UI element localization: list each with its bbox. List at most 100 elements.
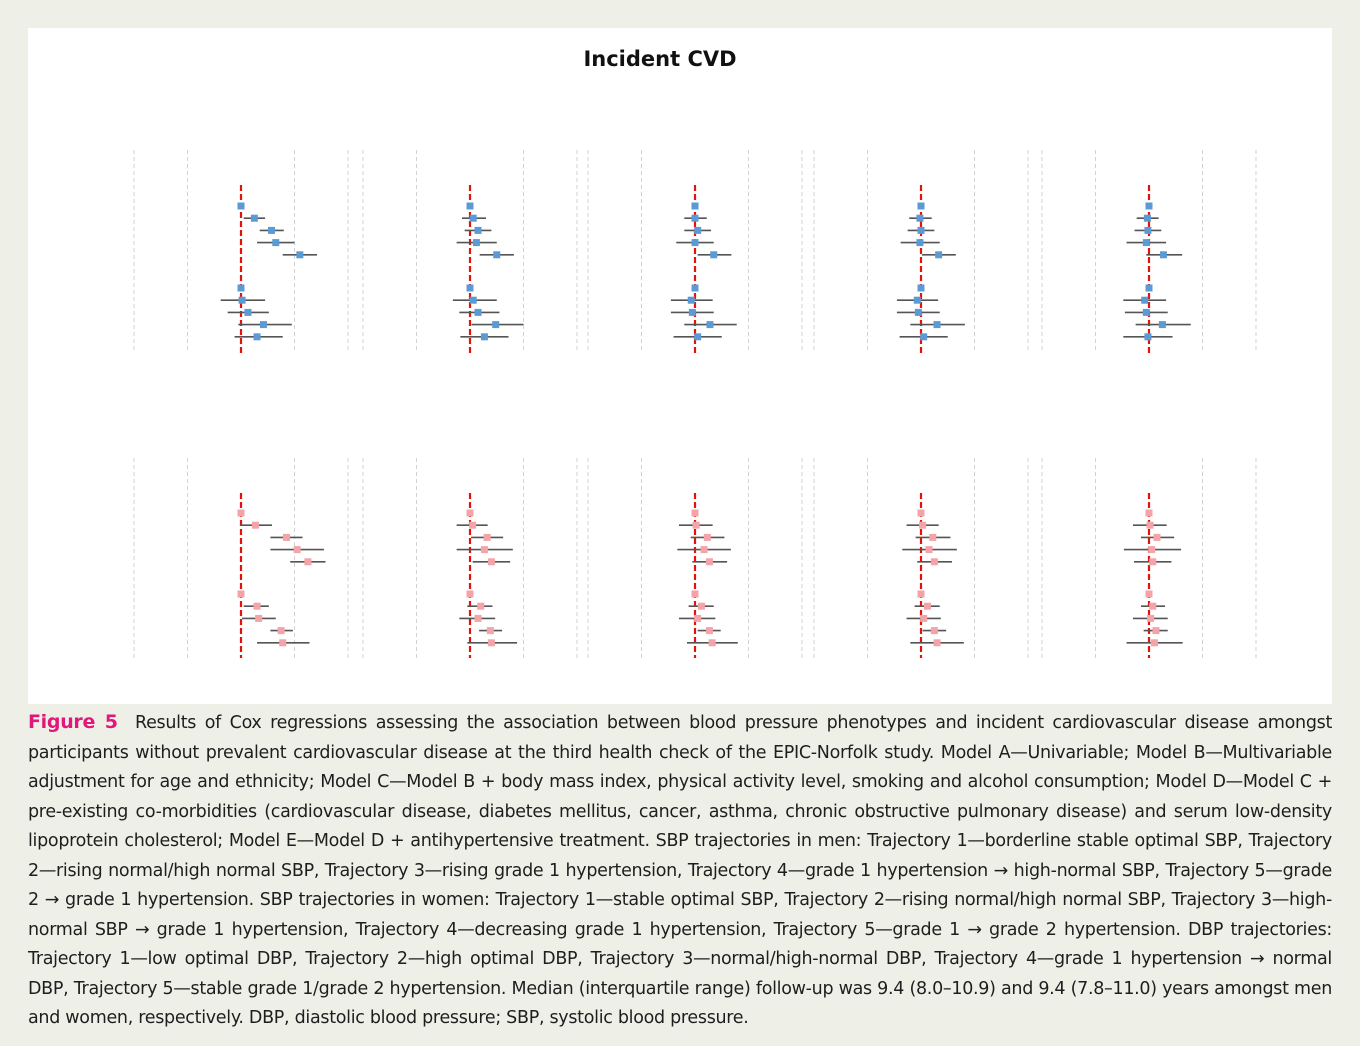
figure-caption: Figure 5 Results of Cox regressions asse… (28, 708, 1332, 1034)
estimate-marker (1148, 546, 1156, 554)
estimate-marker (692, 521, 700, 529)
estimate-marker (244, 308, 252, 316)
estimate-marker (480, 546, 488, 554)
estimate-marker (487, 558, 495, 566)
estimate-marker (253, 602, 261, 610)
estimate-marker (1142, 239, 1150, 247)
estimate-marker (705, 627, 713, 635)
estimate-marker (237, 509, 245, 517)
estimate-marker (492, 321, 500, 329)
estimate-marker (706, 321, 714, 329)
estimate-marker (1145, 509, 1153, 517)
estimate-marker (930, 558, 938, 566)
estimate-marker (251, 521, 259, 529)
estimate-marker (253, 333, 261, 341)
estimate-marker (687, 296, 695, 304)
estimate-marker (691, 590, 699, 598)
estimate-marker (935, 251, 943, 259)
estimate-marker (1144, 333, 1152, 341)
estimate-marker (1145, 284, 1153, 292)
estimate-marker (710, 251, 718, 259)
estimate-marker (493, 251, 501, 259)
estimate-marker (277, 627, 285, 635)
estimate-marker (917, 284, 925, 292)
estimate-marker (688, 308, 696, 316)
estimate-marker (304, 558, 312, 566)
estimate-marker (925, 546, 933, 554)
estimate-marker (255, 614, 263, 622)
estimate-marker (474, 226, 482, 234)
estimate-marker (916, 239, 924, 247)
estimate-marker (1147, 614, 1155, 622)
estimate-marker (917, 226, 925, 234)
estimate-marker (267, 226, 275, 234)
estimate-marker (917, 590, 925, 598)
estimate-marker (1158, 321, 1166, 329)
estimate-marker (486, 627, 494, 635)
figure-panel: Incident CVD (28, 28, 1332, 704)
estimate-marker (250, 214, 258, 222)
estimate-marker (237, 284, 245, 292)
estimate-marker (466, 509, 474, 517)
estimate-marker (296, 251, 304, 259)
estimate-marker (691, 202, 699, 210)
estimate-marker (708, 639, 716, 647)
estimate-marker (929, 533, 937, 541)
estimate-marker (703, 533, 711, 541)
estimate-marker (469, 296, 477, 304)
estimate-marker (694, 614, 702, 622)
estimate-marker (466, 202, 474, 210)
estimate-marker (1152, 627, 1160, 635)
caption-text: Results of Cox regressions assessing the… (28, 713, 1333, 1028)
estimate-marker (237, 590, 245, 598)
estimate-marker (697, 602, 705, 610)
estimate-marker (480, 333, 488, 341)
forest-plot: Incident CVD (133, 47, 1257, 658)
chart-title: Incident CVD (583, 47, 736, 71)
estimate-marker (1142, 308, 1150, 316)
estimate-marker (933, 639, 941, 647)
estimate-marker (282, 533, 290, 541)
estimate-marker (1141, 296, 1149, 304)
estimate-marker (705, 558, 713, 566)
estimate-marker (694, 226, 702, 234)
estimate-marker (691, 214, 699, 222)
estimate-marker (472, 239, 480, 247)
estimate-marker (691, 509, 699, 517)
estimate-marker (1153, 533, 1161, 541)
estimate-marker (691, 284, 699, 292)
estimate-marker (917, 202, 925, 210)
estimate-marker (474, 614, 482, 622)
estimate-marker (919, 521, 927, 529)
estimate-marker (259, 321, 267, 329)
estimate-marker (1149, 602, 1157, 610)
estimate-marker (933, 321, 941, 329)
estimate-marker (272, 239, 280, 247)
estimate-marker (913, 296, 921, 304)
estimate-marker (474, 308, 482, 316)
estimate-marker (477, 602, 485, 610)
estimate-marker (469, 521, 477, 529)
estimate-marker (279, 639, 287, 647)
estimate-marker (487, 639, 495, 647)
estimate-marker (930, 627, 938, 635)
estimate-marker (293, 546, 301, 554)
estimate-marker (920, 614, 928, 622)
estimate-marker (691, 239, 699, 247)
estimate-marker (1145, 202, 1153, 210)
estimate-marker (1150, 639, 1158, 647)
figure-label: Figure 5 (28, 711, 118, 733)
estimate-marker (466, 590, 474, 598)
estimate-marker (237, 202, 245, 210)
estimate-marker (1144, 226, 1152, 234)
estimate-marker (1146, 521, 1154, 529)
estimate-marker (1143, 214, 1151, 222)
estimate-marker (916, 214, 924, 222)
estimate-marker (466, 284, 474, 292)
estimate-marker (914, 308, 922, 316)
estimate-marker (1159, 251, 1167, 259)
estimate-marker (238, 296, 246, 304)
estimate-marker (483, 533, 491, 541)
estimate-marker (920, 333, 928, 341)
estimate-marker (923, 602, 931, 610)
